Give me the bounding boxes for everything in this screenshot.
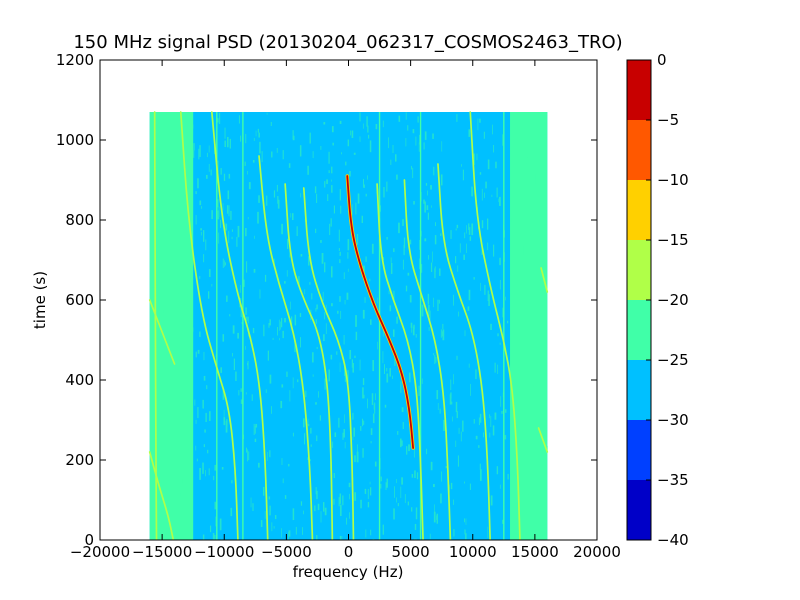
signal-trace — [153, 111, 158, 540]
x-tick-label: 10000 — [449, 543, 497, 561]
colorbar-segment — [627, 480, 651, 540]
signal-trace — [437, 163, 491, 540]
x-tick-label: −10000 — [194, 543, 254, 561]
x-axis: −20000 −15000 −10000 −5000 0 5000 10000 15000 20… — [70, 60, 621, 561]
signal-trace — [148, 299, 176, 365]
signal-trace — [179, 111, 239, 540]
noise-texture — [149, 112, 548, 540]
colorbar-tick-label: −10 — [657, 171, 689, 189]
y-tick-label: 1000 — [56, 131, 94, 149]
chart-title: 150 MHz signal PSD (20130204_062317_COSM… — [73, 32, 622, 53]
y-tick-label: 800 — [65, 211, 94, 229]
plot-area — [148, 111, 549, 540]
x-tick-label: 15000 — [511, 543, 559, 561]
colorbar-segment — [627, 60, 651, 120]
colorbar-tick-label: −15 — [657, 231, 689, 249]
colorbar-segment — [627, 360, 651, 420]
signal-trace — [469, 111, 521, 540]
x-axis-label: frequency (Hz) — [293, 563, 404, 581]
y-tick-label: 0 — [84, 531, 94, 549]
y-tick-label: 1200 — [56, 51, 94, 69]
signal-trace — [540, 267, 549, 293]
y-axis-label: time (s) — [31, 271, 49, 329]
colorbar-segment — [627, 120, 651, 180]
colorbar-segment — [627, 300, 651, 360]
x-tick-label: 5000 — [392, 543, 430, 561]
signal-trace — [148, 451, 175, 540]
y-tick-label: 600 — [65, 291, 94, 309]
colorbar-tick-label: 0 — [657, 51, 667, 69]
x-tick-label: 0 — [344, 543, 354, 561]
colorbar-tick-label: −25 — [657, 351, 689, 369]
signal-trace — [258, 155, 314, 540]
x-tick-label: 20000 — [573, 543, 621, 561]
colorbar-segment — [627, 180, 651, 240]
x-tick-label: −20000 — [70, 543, 130, 561]
y-tick-label: 200 — [65, 451, 94, 469]
signal-trace — [537, 427, 549, 453]
signal-trace — [403, 179, 452, 540]
colorbar: 0 −5 −10 −15 −20 −25 −30 −35 −40 — [626, 51, 689, 549]
y-axis: 0 200 400 600 800 1000 1200 — [56, 51, 597, 549]
colorbar-tick-label: −30 — [657, 411, 689, 429]
x-tick-label: −15000 — [132, 543, 192, 561]
edge-band — [510, 112, 548, 540]
y-tick-label: 400 — [65, 371, 94, 389]
x-tick-label: −5000 — [261, 543, 312, 561]
signal-trace — [346, 175, 415, 449]
colorbar-segment — [627, 420, 651, 480]
colorbar-tick-label: −20 — [657, 291, 689, 309]
signal-trace — [210, 111, 269, 540]
signal-trace — [284, 183, 334, 540]
colorbar-tick-label: −5 — [657, 111, 679, 129]
signal-trace — [302, 187, 355, 540]
colorbar-tick-label: −35 — [657, 471, 689, 489]
colorbar-tick-label: −40 — [657, 531, 689, 549]
signal-trace — [376, 183, 424, 540]
colorbar-segment — [627, 240, 651, 300]
